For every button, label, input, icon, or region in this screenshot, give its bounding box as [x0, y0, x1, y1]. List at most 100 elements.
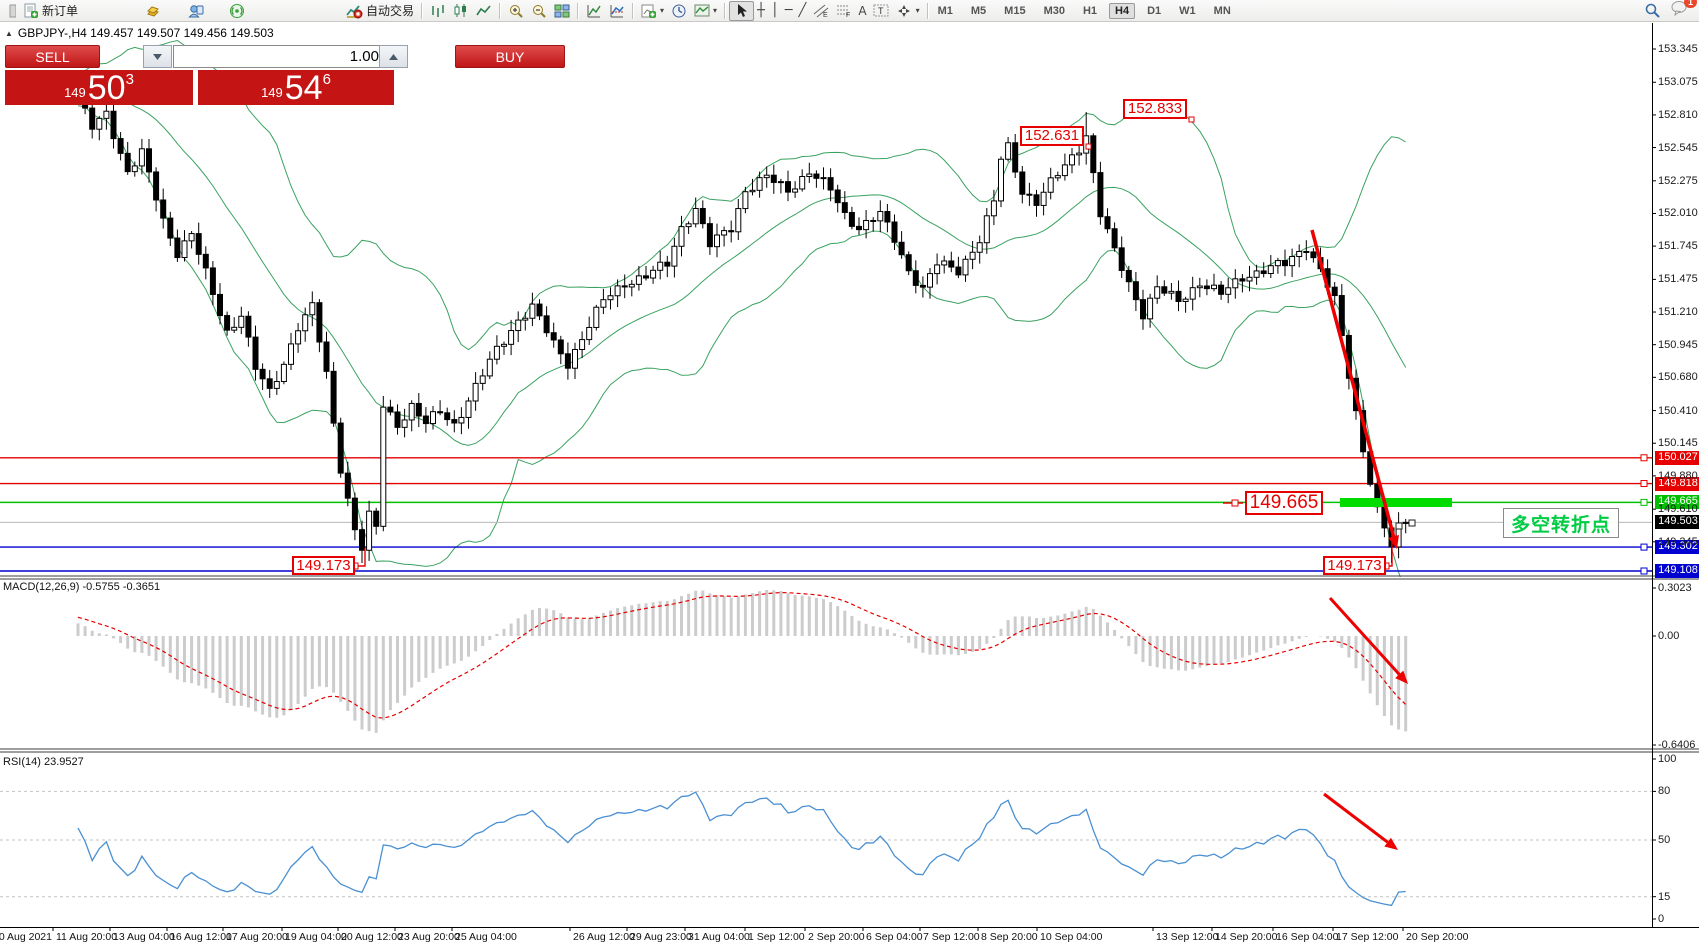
time-axis-label: 13 Aug 04:00 [113, 931, 175, 942]
new-chart-button[interactable]: ▾ [637, 1, 667, 21]
cursor-arrow-icon [733, 2, 750, 19]
price-axis-tick: 152.545 [1658, 141, 1698, 154]
time-axis-label: 16 Sep 04:00 [1276, 931, 1339, 942]
buy-price-display[interactable]: 149 54 6 [198, 70, 394, 105]
time-axis-label: 6 Sep 04:00 [866, 931, 923, 942]
label-tool-button[interactable]: T [870, 1, 893, 21]
indicator-window-icon [608, 2, 625, 19]
svg-text:F: F [846, 12, 850, 18]
timeframe-d1-button[interactable]: D1 [1141, 3, 1167, 19]
template-button[interactable]: ▾ [690, 1, 720, 21]
svg-text:T: T [878, 6, 884, 16]
time-axis-label: 20 Aug 12:00 [341, 931, 403, 942]
text-label-icon: T [873, 2, 890, 19]
fibonacci-icon: F [835, 2, 852, 19]
fibonacci-tool-button[interactable]: F [832, 1, 855, 21]
bar-chart-type-button[interactable] [426, 1, 449, 21]
price-line-tag: 149.108 [1655, 563, 1699, 578]
chat-icon[interactable]: 1 [1671, 0, 1697, 21]
market-watch-button[interactable] [184, 1, 207, 21]
rsi-indicator [0, 790, 1652, 907]
trend-arrow [1310, 229, 1396, 537]
price-callout-tag[interactable]: 152.833 [1123, 99, 1187, 119]
timeframe-m1-button[interactable]: M1 [932, 3, 959, 19]
volume-decrease-button[interactable] [143, 45, 172, 68]
symbol-bar: ▲ GBPJPY-,H4 149.457 149.507 149.456 149… [5, 26, 274, 40]
zoom-out-icon [530, 2, 547, 19]
timeframe-m15-button[interactable]: M15 [998, 3, 1031, 19]
timeframe-m5-button[interactable]: M5 [965, 3, 992, 19]
rsi-axis-tick: 50 [1658, 834, 1671, 846]
line-chart-type-button[interactable] [472, 1, 495, 21]
trend-arrow [1328, 596, 1401, 676]
volume-increase-button[interactable] [379, 45, 408, 68]
chart-window-button[interactable] [141, 1, 164, 21]
price-axis-tick: 153.075 [1658, 76, 1698, 89]
time-axis-label: 2 Sep 20:00 [808, 931, 865, 942]
timeframe-h4-button[interactable]: H4 [1109, 2, 1136, 19]
sell-price-big-figure: 149 [64, 85, 86, 100]
auto-trading-button[interactable]: 自动交易 [343, 1, 417, 21]
timeframe-h1-button[interactable]: H1 [1077, 3, 1103, 19]
rsi-axis-tick: 100 [1658, 753, 1677, 765]
timeframe-w1-button[interactable]: W1 [1173, 3, 1202, 19]
timeframe-mn-button[interactable]: MN [1208, 3, 1237, 19]
caret-down-icon [153, 53, 162, 60]
pivot-point-annotation[interactable]: 多空转折点 [1503, 508, 1619, 538]
price-axis-tick: 149.880 [1658, 469, 1698, 482]
vertical-line-icon: │ [770, 3, 779, 18]
trendline-tool-button[interactable]: ╱ [796, 1, 810, 21]
hline-tool-button[interactable]: ─ [782, 1, 796, 21]
zoom-out-button[interactable] [527, 1, 550, 21]
timeframe-m30-button[interactable]: M30 [1038, 3, 1071, 19]
symbol-quote-text: GBPJPY-,H4 149.457 149.507 149.456 149.5… [17, 26, 274, 40]
price-axis-tick: 150.410 [1658, 404, 1698, 417]
candle-chart-type-button[interactable] [449, 1, 472, 21]
object-handle [1408, 519, 1416, 527]
sell-price-display[interactable]: 149 50 3 [5, 70, 193, 105]
indicators-button[interactable] [582, 1, 605, 21]
bar-chart-icon [429, 2, 446, 19]
crosshair-tool-button[interactable]: ┼ [754, 1, 768, 21]
signals-button[interactable] [225, 1, 248, 21]
time-axis-label: 20 Sep 20:00 [1406, 931, 1469, 942]
time-axis-label: 14 Sep 20:00 [1215, 931, 1278, 942]
price-axis-tick: 153.345 [1658, 43, 1698, 55]
pivot-point-text: 多空转折点 [1510, 514, 1611, 536]
price-axis-tick: 150.680 [1658, 371, 1698, 384]
buy-button[interactable]: BUY [455, 45, 565, 68]
time-axis-label: 16 Aug 12:00 [170, 931, 232, 942]
price-callout-tag[interactable]: 149.173 [292, 556, 355, 575]
tile-windows-button[interactable] [550, 1, 573, 21]
new-order-button[interactable]: 新订单 [19, 1, 81, 21]
channel-tool-button[interactable]: E [809, 1, 832, 21]
price-callout-tag[interactable]: 149.173 [1323, 556, 1386, 575]
time-axis-label: 23 Aug 20:00 [398, 931, 460, 942]
price-axis-tick: 151.475 [1658, 273, 1698, 286]
line-chart-icon [475, 2, 492, 19]
buy-price-point: 6 [322, 71, 331, 88]
panel-frame [0, 23, 1699, 928]
period-button[interactable] [667, 1, 690, 21]
shapes-tool-button[interactable]: ▾ [893, 1, 923, 21]
one-click-trade-panel: SELL BUY 149 50 3 149 54 6 [5, 45, 565, 105]
cursor-tool-button[interactable] [729, 0, 755, 21]
search-icon[interactable] [1644, 2, 1661, 19]
price-line-tag: 150.027 [1655, 450, 1699, 465]
dropdown-caret-icon: ▾ [660, 6, 665, 15]
zoom-in-button[interactable] [504, 1, 527, 21]
price-callout-tag[interactable]: 152.631 [1020, 126, 1084, 146]
vline-tool-button[interactable]: │ [768, 1, 782, 21]
volume-input[interactable] [173, 45, 390, 68]
price-callout-tag[interactable]: 149.665 [1245, 491, 1323, 515]
sell-price-point: 3 [125, 71, 134, 88]
support-zone-bar [1340, 498, 1452, 507]
text-tool-button[interactable]: A [855, 1, 869, 21]
new-order-icon [22, 2, 39, 19]
price-axis-tick: 152.010 [1658, 207, 1698, 220]
indicator-windows-button[interactable] [605, 1, 628, 21]
sell-button[interactable]: SELL [5, 45, 100, 68]
